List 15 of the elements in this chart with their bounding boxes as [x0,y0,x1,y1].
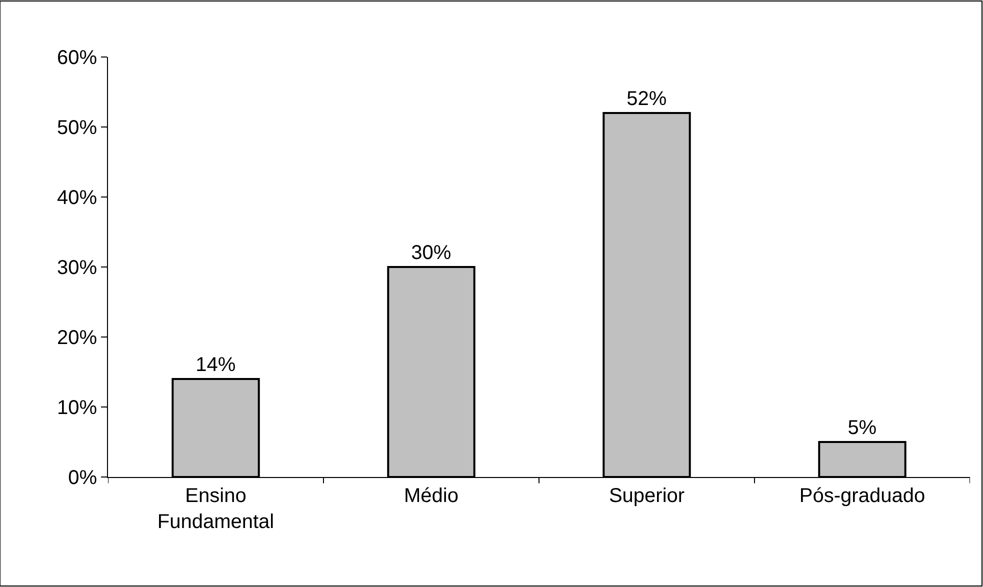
y-tick-label: 50% [56,117,98,139]
x-tick-label: Pós-graduado [799,485,926,507]
y-tick-label: 40% [56,187,98,209]
x-tick-label: Médio [404,485,458,507]
y-tick-label: 10% [56,397,98,419]
x-tick-label: Ensino Fundamental [157,485,274,533]
x-tick-label: Superior [608,485,685,507]
data-label: 52% [626,88,667,110]
data-label: 14% [196,354,236,376]
y-tick-label: 20% [56,327,98,349]
data-label: 5% [848,417,877,439]
y-tick-label: 30% [56,257,98,279]
y-tick-label: 0% [68,467,98,489]
data-label: 30% [411,242,452,264]
y-tick-label: 60% [56,47,98,69]
